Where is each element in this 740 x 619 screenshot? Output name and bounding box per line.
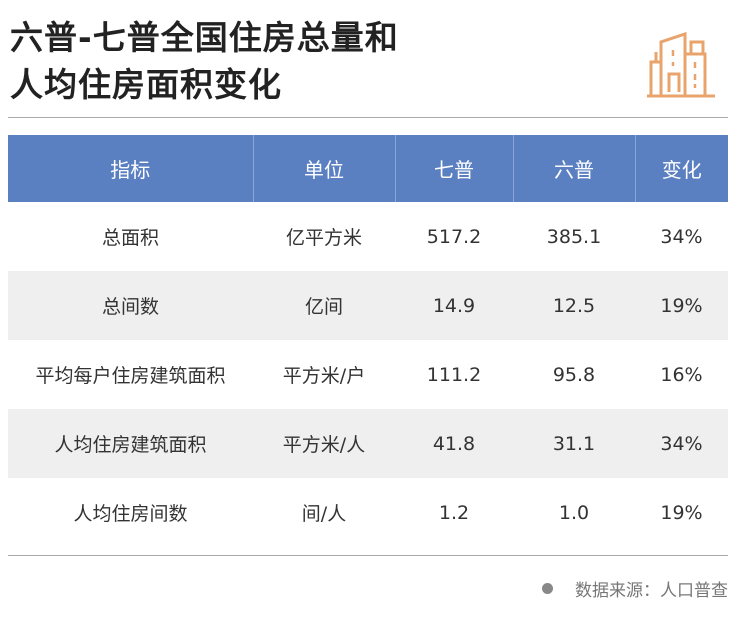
cell-change: 19% [660, 501, 703, 524]
table-row: 总面积 亿平方米 517.2 385.1 34% [8, 202, 728, 271]
housing-table: 指标 单位 七普 六普 变化 总面积 亿平方米 517.2 385.1 34% 总间数 亿间… [8, 135, 728, 547]
cell-indicator: 人均住房建筑面积 [8, 409, 253, 478]
title-line-1: 六普-七普全国住房总量和 [10, 18, 399, 57]
cell-indicator: 人均住房间数 [73, 503, 188, 525]
cell-change: 34% [635, 409, 728, 478]
cell-indicator: 平均每户住房建筑面积 [35, 365, 226, 387]
cell-change: 19% [635, 271, 728, 340]
cell-sixth-census: 12.5 [513, 271, 635, 340]
cell-unit: 平方米/人 [253, 409, 395, 478]
cell-seventh-census: 517.2 [426, 225, 482, 248]
table-row: 人均住房间数 间/人 1.2 1.0 19% [8, 478, 728, 547]
cell-seventh-census: 111.2 [426, 363, 482, 386]
bottom-divider [8, 555, 728, 556]
table-header-row: 指标 单位 七普 六普 变化 [8, 135, 728, 202]
table-row: 总间数 亿间 14.9 12.5 19% [8, 271, 728, 340]
cell-sixth-census: 95.8 [552, 363, 596, 386]
bullet-icon [542, 583, 553, 594]
cell-unit: 间/人 [301, 503, 347, 525]
cell-seventh-census: 41.8 [395, 409, 513, 478]
table-row: 平均每户住房建筑面积 平方米/户 111.2 95.8 16% [8, 340, 728, 409]
cell-sixth-census: 1.0 [558, 501, 590, 524]
cell-sixth-census: 385.1 [546, 225, 602, 248]
source-text: 数据来源：人口普查 [575, 581, 728, 601]
header-seventh-census: 七普 [394, 135, 513, 202]
cell-unit: 亿平方米 [285, 227, 362, 249]
cell-indicator: 总间数 [8, 271, 253, 340]
cell-change: 34% [660, 225, 703, 248]
title-line-2: 人均住房面积变化 [10, 65, 282, 104]
top-divider [8, 117, 728, 118]
cell-indicator: 总面积 [101, 227, 159, 249]
header-change: 变化 [634, 135, 728, 202]
cell-unit: 平方米/户 [282, 365, 366, 387]
source-note: 数据来源：人口普查 [542, 576, 728, 601]
cell-change: 16% [660, 363, 703, 386]
cell-seventh-census: 14.9 [395, 271, 513, 340]
cell-seventh-census: 1.2 [438, 501, 470, 524]
page-title: 六普-七普全国住房总量和 人均住房面积变化 [10, 14, 399, 108]
buildings-icon [647, 31, 715, 98]
cell-unit: 亿间 [253, 271, 395, 340]
header-sixth-census: 六普 [512, 135, 635, 202]
header-indicator: 指标 [8, 135, 253, 202]
cell-sixth-census: 31.1 [513, 409, 635, 478]
header-unit: 单位 [252, 135, 395, 202]
table-row: 人均住房建筑面积 平方米/人 41.8 31.1 34% [8, 409, 728, 478]
